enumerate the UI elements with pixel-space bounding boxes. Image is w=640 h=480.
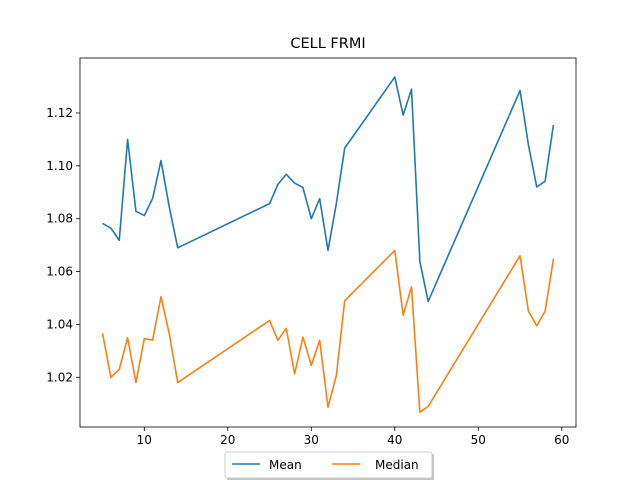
x-tick-label: 50	[471, 433, 486, 447]
y-tick-label: 1.12	[46, 106, 73, 120]
x-tick-label: 10	[137, 433, 152, 447]
x-tick-label: 20	[220, 433, 235, 447]
y-tick-label: 1.02	[46, 370, 73, 384]
legend-box	[224, 451, 433, 479]
y-axis: 1.02 1.04 1.06 1.08 1.10 1.12	[46, 106, 80, 384]
x-tick-label: 40	[387, 433, 402, 447]
legend: Mean Median	[224, 451, 434, 480]
series-layer	[101, 76, 555, 414]
y-tick-label: 1.04	[46, 317, 73, 331]
chart-title: CELL FRMI	[290, 36, 365, 52]
y-tick-label: 1.10	[46, 159, 73, 173]
legend-label-mean: Mean	[269, 458, 302, 472]
series-line-mean	[102, 76, 555, 303]
plot-frame	[79, 57, 577, 428]
legend-label-median: Median	[375, 458, 419, 472]
y-tick-label: 1.08	[46, 212, 73, 226]
x-tick-label: 30	[304, 433, 319, 447]
series-line-median	[101, 249, 555, 414]
x-axis: 10 20 30 40 50 60	[137, 427, 569, 447]
x-tick-label: 60	[554, 433, 569, 447]
y-tick-label: 1.06	[46, 265, 73, 279]
